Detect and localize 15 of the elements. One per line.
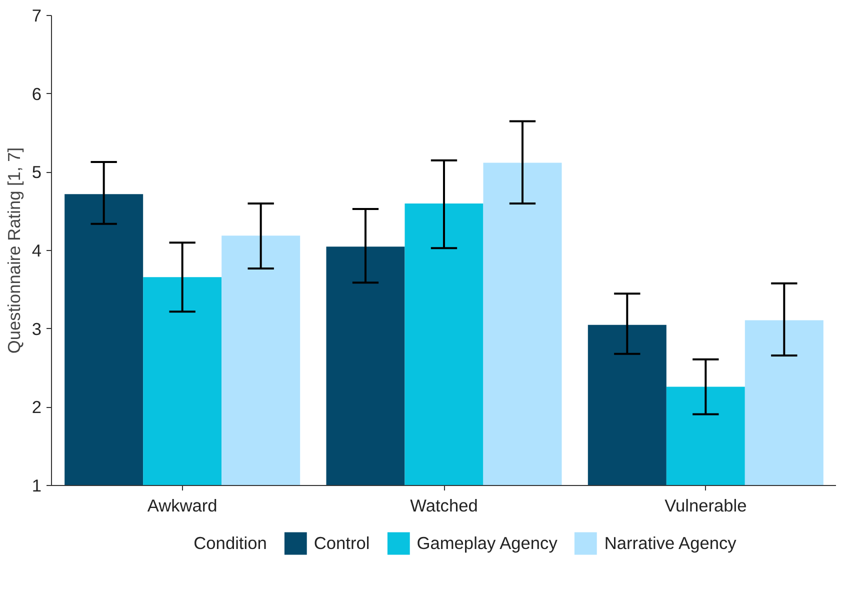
legend-label: Narrative Agency [604, 532, 736, 554]
legend-label: Control [314, 532, 370, 554]
legend-title: Condition [194, 532, 267, 554]
y-tick-label: 6 [32, 84, 42, 104]
x-tick-label: Watched [410, 496, 478, 516]
y-tick-label: 3 [32, 318, 42, 339]
legend-label: Gameplay Agency [416, 532, 558, 554]
y-tick-label: 5 [32, 162, 42, 182]
y-tick-label: 4 [32, 240, 42, 260]
y-tick-label: 7 [32, 6, 42, 26]
y-axis-title: Questionnaire Rating [1, 7] [4, 147, 24, 354]
x-tick-label: Vulnerable [664, 496, 747, 516]
y-tick-label: 1 [32, 476, 42, 496]
y-tick-label: 2 [32, 397, 42, 418]
x-tick-label: Awkward [147, 496, 218, 516]
